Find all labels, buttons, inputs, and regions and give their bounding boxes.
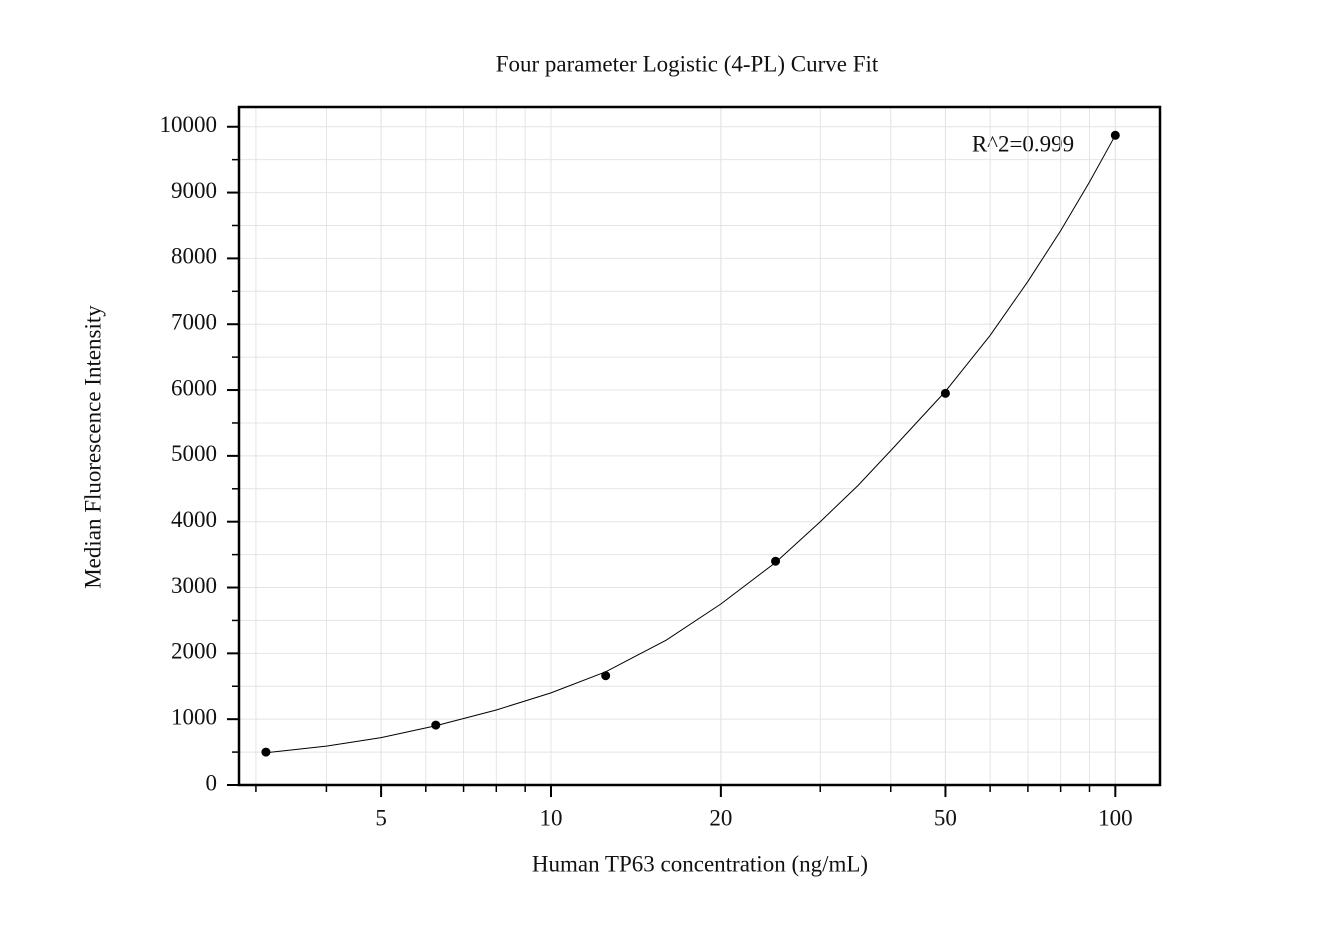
x-tick-label: 20 (709, 805, 732, 830)
plot-frame (237, 105, 1162, 787)
y-tick-label: 9000 (171, 178, 217, 203)
y-tick-label: 1000 (171, 704, 217, 729)
y-tick-label: 3000 (171, 573, 217, 598)
y-tick-label: 0 (206, 770, 218, 795)
chart-title: Four parameter Logistic (4-PL) Curve Fit (496, 51, 879, 76)
data-point (940, 388, 950, 398)
data-point (1110, 130, 1120, 140)
fit-curve (265, 135, 1116, 754)
data-point (771, 556, 781, 566)
y-tick-label: 7000 (171, 310, 217, 335)
x-tick-label: 50 (934, 805, 957, 830)
y-tick-label: 10000 (160, 112, 218, 137)
y-axis-label: Median Fluorescence Intensity (80, 305, 105, 589)
y-tick-label: 6000 (171, 375, 217, 400)
y-tick-label: 8000 (171, 244, 217, 269)
x-tick-label: 5 (375, 805, 387, 830)
data-point (431, 720, 441, 730)
y-tick-label: 4000 (171, 507, 217, 532)
annotation: R^2=0.999 (972, 131, 1074, 156)
y-tick-label: 5000 (171, 441, 217, 466)
data-point (601, 671, 611, 681)
x-tick-label: 10 (539, 805, 562, 830)
x-tick-label: 100 (1098, 805, 1133, 830)
x-axis-label: Human TP63 concentration (ng/mL) (532, 851, 868, 876)
data-point (261, 747, 271, 757)
y-tick-label: 2000 (171, 639, 217, 664)
